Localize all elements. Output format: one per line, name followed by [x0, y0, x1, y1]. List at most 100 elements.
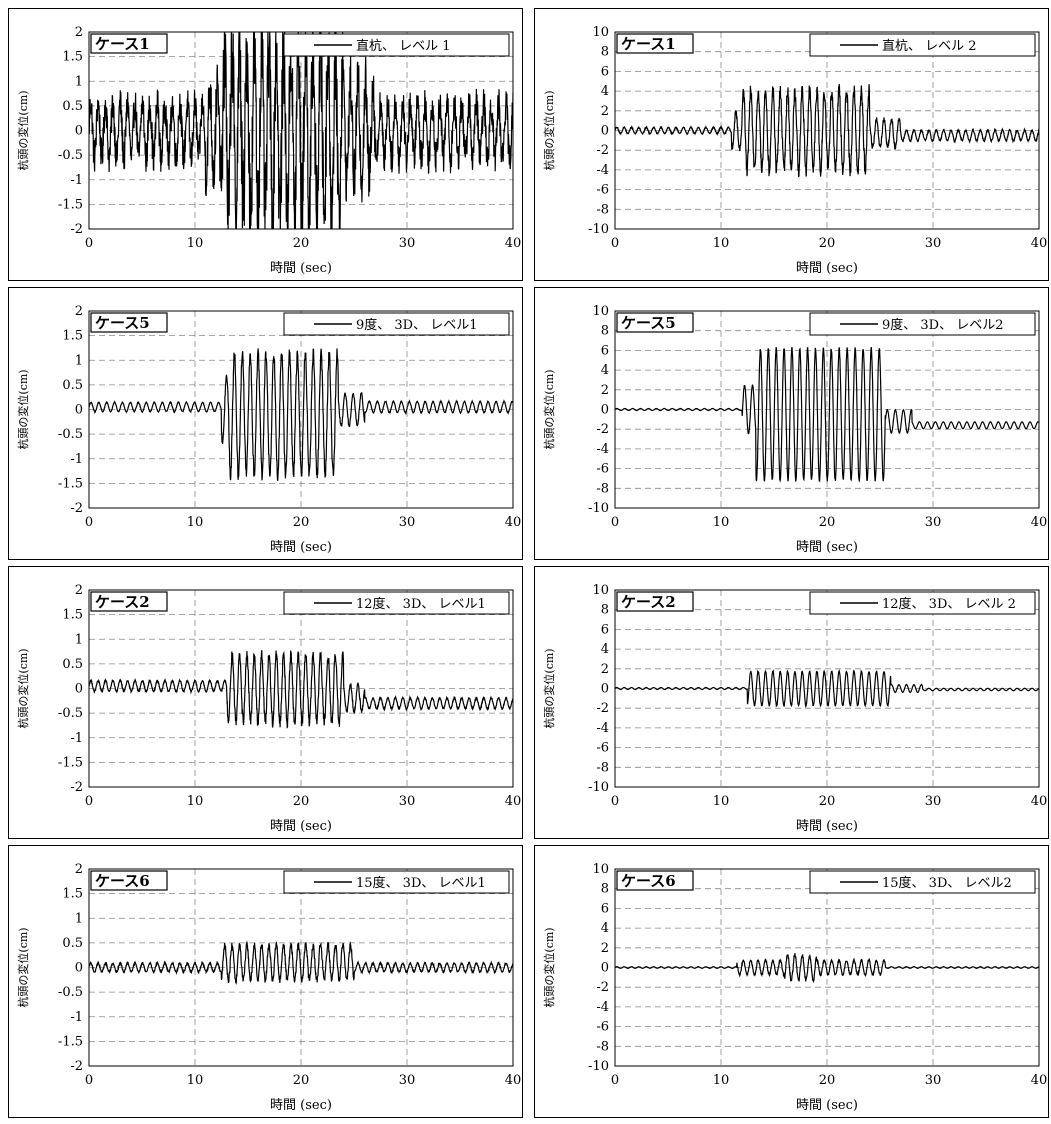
y-tick-label: -6: [596, 741, 609, 756]
series-line: [615, 83, 1039, 178]
legend-label: 12度、 3D、 レベル1: [356, 596, 486, 612]
y-axis-label: 杭頭の変位(cm): [16, 90, 30, 170]
chart-panel: 10 8 6 4 2 0 -2 -4 -6 -8 -10 0 10 20 30 40 時間 (sec) 杭頭の変位…: [534, 566, 1049, 839]
y-tick-label: -2: [596, 980, 609, 995]
y-tick-label: -1: [70, 731, 83, 746]
legend-box: [809, 591, 1036, 615]
y-tick-label: -1.5: [58, 755, 83, 770]
x-tick-label: 40: [1031, 515, 1048, 530]
y-tick-label: -6: [596, 1020, 609, 1035]
y-tick-label: 0.5: [62, 378, 83, 393]
y-tick-label: 8: [601, 45, 609, 60]
x-tick-label: 30: [925, 236, 942, 251]
y-tick-label: 10: [592, 25, 609, 40]
y-tick-label: -0.5: [58, 706, 83, 721]
y-tick-label: -8: [596, 202, 609, 217]
y-tick-label: 0.5: [62, 657, 83, 672]
x-tick-label: 0: [85, 1073, 93, 1088]
y-tick-label: 0: [601, 124, 609, 139]
y-tick-label: 4: [601, 642, 609, 657]
case-label-box: [90, 312, 168, 333]
y-tick-label: 0: [75, 682, 83, 697]
x-tick-label: 20: [819, 1073, 836, 1088]
y-tick-label: -2: [70, 1059, 83, 1074]
x-tick-label: 10: [187, 515, 204, 530]
chart-panel: 10 8 6 4 2 0 -2 -4 -6 -8 -10 0 10 20 30 40 時間 (sec) 杭頭の変位…: [534, 8, 1049, 281]
y-tick-label: -4: [596, 721, 609, 736]
case-label: ケース1: [95, 35, 150, 53]
y-axis-label: 杭頭の変位(cm): [542, 927, 556, 1007]
chart-panel: 2 1.5 1 0.5 0 -0.5 -1 -1.5 -2 0 10 20 30 40 時間 (sec) 杭頭…: [8, 845, 523, 1118]
x-tick-label: 0: [85, 794, 93, 809]
y-tick-label: 8: [601, 603, 609, 618]
x-axis-label: 時間 (sec): [796, 540, 858, 555]
y-tick-label: 2: [601, 104, 609, 119]
series-line: [89, 32, 513, 229]
y-tick-label: 0: [601, 961, 609, 976]
y-tick-label: 10: [592, 583, 609, 598]
chart-panel: 10 8 6 4 2 0 -2 -4 -6 -8 -10 0 10 20 30 40 時間 (sec) 杭頭の変位…: [534, 845, 1049, 1118]
series-line: [615, 669, 1039, 708]
y-tick-label: 2: [601, 662, 609, 677]
x-tick-label: 20: [819, 515, 836, 530]
y-tick-label: -2: [596, 701, 609, 716]
legend-label: 直杭、 レベル 1: [356, 39, 451, 54]
x-tick-label: 40: [1031, 1073, 1048, 1088]
case-label-box: [90, 870, 168, 891]
y-axis-label: 杭頭の変位(cm): [542, 369, 556, 449]
x-tick-label: 40: [1031, 236, 1048, 251]
x-tick-label: 20: [293, 1073, 310, 1088]
x-tick-label: 40: [1031, 794, 1048, 809]
x-tick-label: 0: [611, 794, 619, 809]
y-tick-label: -6: [596, 462, 609, 477]
x-tick-label: 30: [399, 1073, 416, 1088]
chart-panel: 10 8 6 4 2 0 -2 -4 -6 -8 -10 0 10 20 30 40 時間 (sec) 杭頭の変位…: [534, 287, 1049, 560]
y-tick-label: -0.5: [58, 427, 83, 442]
y-tick-label: -6: [596, 183, 609, 198]
y-tick-label: -4: [596, 163, 609, 178]
series-line: [89, 941, 513, 985]
legend-label: 直杭、 レベル 2: [882, 39, 977, 54]
y-tick-label: -10: [588, 501, 609, 516]
legend-label: 9度、 3D、 レベル2: [882, 317, 1004, 333]
y-tick-label: -2: [596, 422, 609, 437]
legend-label: 15度、 3D、 レベル1: [356, 875, 486, 891]
x-tick-label: 20: [293, 794, 310, 809]
x-tick-label: 10: [187, 794, 204, 809]
x-tick-label: 10: [713, 236, 730, 251]
y-tick-label: 4: [601, 84, 609, 99]
y-tick-label: 0: [601, 682, 609, 697]
legend-box: [283, 591, 510, 615]
case-label: ケース1: [621, 35, 676, 53]
x-tick-label: 20: [293, 236, 310, 251]
y-tick-label: 0.5: [62, 99, 83, 114]
y-tick-label: -1: [70, 1010, 83, 1025]
x-tick-label: 30: [399, 794, 416, 809]
y-tick-label: -0.5: [58, 985, 83, 1000]
y-tick-label: 0: [75, 961, 83, 976]
y-axis-label: 杭頭の変位(cm): [16, 927, 30, 1007]
y-tick-label: -2: [70, 780, 83, 795]
y-tick-label: 6: [601, 64, 609, 79]
y-tick-label: 4: [601, 363, 609, 378]
legend-label: 15度、 3D、 レベル2: [882, 875, 1012, 891]
legend-box: [809, 312, 1036, 336]
x-axis-label: 時間 (sec): [270, 261, 332, 276]
y-tick-label: -1.5: [58, 1034, 83, 1049]
x-tick-label: 0: [85, 236, 93, 251]
y-tick-label: 2: [75, 25, 83, 40]
x-tick-label: 10: [713, 515, 730, 530]
y-tick-label: -1: [70, 452, 83, 467]
y-tick-label: 0: [75, 403, 83, 418]
x-tick-label: 10: [713, 1073, 730, 1088]
case-label: ケース6: [621, 872, 676, 890]
y-tick-label: -10: [588, 780, 609, 795]
y-axis-label: 杭頭の変位(cm): [542, 648, 556, 728]
y-tick-label: -2: [70, 222, 83, 237]
case-label: ケース5: [95, 314, 150, 332]
